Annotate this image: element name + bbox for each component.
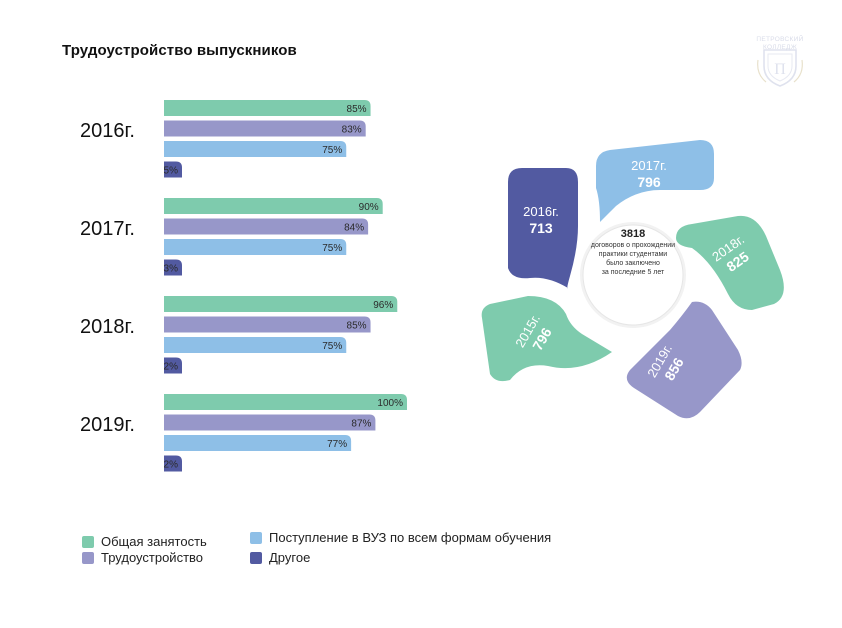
legend-label: Трудоустройство (101, 550, 204, 565)
bar-value-label: 85% (347, 321, 367, 332)
bar-university (164, 239, 347, 255)
bar-value-label: 75% (322, 243, 342, 254)
legend-swatch (82, 552, 94, 564)
bar-general-employment (164, 198, 383, 214)
bar-value-label: 2% (164, 460, 179, 471)
bar-university (164, 435, 352, 451)
bar-employment (164, 120, 366, 137)
bar-other (164, 161, 182, 178)
bar-value-label: 96% (373, 300, 393, 311)
legend-swatch (250, 532, 262, 544)
svg-text:П: П (774, 61, 786, 78)
petal-2015г.: 2015г.796 (481, 296, 612, 382)
legend-swatch (82, 536, 94, 548)
bar-university (164, 337, 347, 353)
petal-shape (596, 140, 714, 222)
bar-other (164, 455, 182, 472)
petal-value-label: 713 (529, 220, 553, 236)
bar-general-employment (164, 394, 407, 410)
bar-value-label: 5% (164, 166, 179, 177)
legend-label: Поступление в ВУЗ по всем формам обучени… (269, 530, 552, 545)
legend-label: Общая занятость (101, 534, 207, 549)
bar-other (164, 357, 182, 374)
center-summary: 3818 договоров о прохождении практики ст… (583, 228, 683, 277)
center-caption-line-2: практики студентами (598, 251, 668, 258)
bar-employment (164, 218, 369, 235)
center-caption-line-4: за последние 5 лет (601, 269, 665, 276)
logo-text-line2: КОЛЛЕДЖ (762, 44, 798, 51)
bar-general-employment (164, 296, 398, 312)
petal-shape (626, 301, 742, 419)
petal-year-label: 2016г. (523, 204, 559, 219)
bar-other (164, 259, 182, 276)
petal-shape (508, 168, 578, 289)
crest-icon: П (757, 49, 803, 87)
bar-value-label: 2% (164, 362, 179, 373)
bar-value-label: 75% (322, 341, 342, 352)
bar-value-label: 90% (359, 202, 379, 213)
bar-value-label: 75% (322, 145, 342, 156)
bar-value-label: 85% (347, 104, 367, 115)
center-caption-line-3: было заключено (606, 260, 660, 267)
center-total: 3818 (620, 228, 646, 240)
bar-employment (164, 414, 376, 431)
bar-value-label: 83% (342, 125, 362, 136)
year-label: 2019г. (80, 414, 135, 436)
bar-value-label: 3% (164, 264, 179, 275)
bar-general-employment (164, 100, 371, 116)
petal-2016г.: 2016г.713 (508, 168, 578, 289)
college-logo: П ПЕТРОВСКИЙ КОЛЛЕДЖ (754, 30, 806, 88)
bar-value-label: 87% (351, 419, 371, 430)
bar-employment (164, 316, 371, 333)
petal-shape (676, 215, 784, 310)
petal-value-label: 796 (637, 174, 661, 190)
petal-shape (481, 296, 612, 382)
center-caption-line-1: договоров о прохождении (590, 242, 676, 249)
page-title: Трудоустройство выпускников (62, 42, 297, 59)
bar-value-label: 100% (377, 398, 403, 409)
legend-swatch (250, 552, 262, 564)
year-label: 2018г. (80, 316, 135, 338)
logo-text-line1: ПЕТРОВСКИЙ (756, 36, 804, 43)
bar-value-label: 77% (327, 439, 347, 450)
legend-label: Другое (269, 550, 311, 565)
bar-university (164, 141, 347, 157)
year-label: 2017г. (80, 218, 135, 240)
petal-year-label: 2017г. (631, 158, 667, 173)
petal-2017г.: 2017г.796 (596, 140, 714, 222)
year-label: 2016г. (80, 120, 135, 142)
bar-value-label: 84% (344, 223, 364, 234)
petal-2018г.: 2018г.825 (676, 215, 784, 310)
center-circle (582, 224, 684, 326)
